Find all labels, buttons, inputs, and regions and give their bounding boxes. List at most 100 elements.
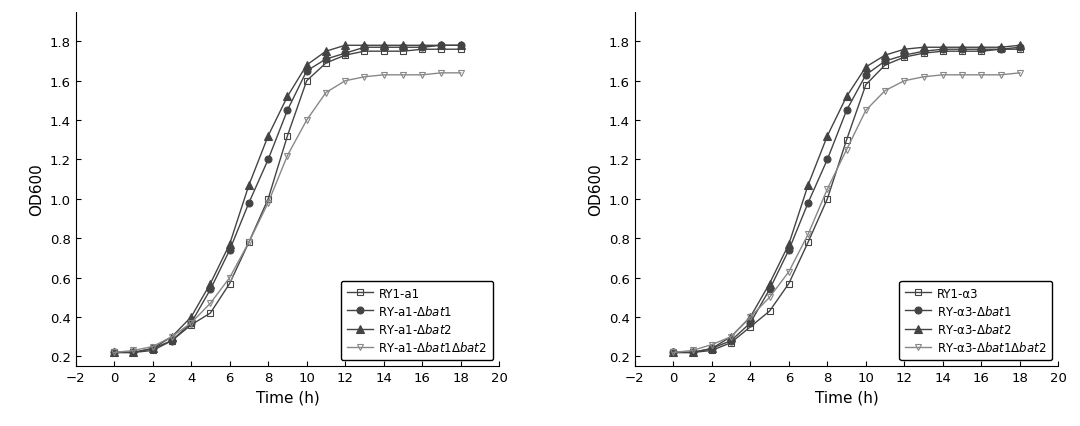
RY1-α3 [840, 138, 853, 143]
RY-α3-Δbat1 [764, 287, 777, 292]
RY-α3-Δbat1 [821, 158, 834, 163]
RY1-α3 [860, 83, 873, 88]
RY-α3-Δbat1 [995, 48, 1008, 53]
RY1-α3 [1013, 48, 1026, 53]
RY-α3-Δbat1Δbat2 [666, 350, 679, 355]
RY-α3-Δbat1Δbat2 [705, 342, 718, 347]
RY-α3-Δbat1 [840, 109, 853, 114]
RY-α3-Δbat1 [956, 48, 969, 53]
RY-a1-Δbat1 [320, 58, 333, 63]
Line: RY1-a1: RY1-a1 [110, 46, 464, 356]
RY-a1-Δbat2 [339, 43, 352, 49]
RY1-α3 [725, 340, 738, 345]
RY1-a1 [396, 49, 409, 55]
RY-α3-Δbat1Δbat2 [956, 73, 969, 78]
RY1-a1 [185, 322, 198, 328]
RY-α3-Δbat1Δbat2 [1013, 71, 1026, 76]
RY-α3-Δbat2 [801, 183, 814, 188]
RY-a1-Δbat1Δbat2 [435, 71, 448, 76]
RY-a1-Δbat2 [242, 183, 255, 188]
RY1-a1 [108, 350, 121, 355]
RY-α3-Δbat1 [975, 48, 988, 53]
Line: RY-a1-Δbat1: RY-a1-Δbat1 [110, 43, 464, 356]
RY-a1-Δbat2 [281, 95, 294, 100]
RY1-a1 [455, 48, 468, 53]
RY-α3-Δbat1 [860, 73, 873, 78]
Y-axis label: OD600: OD600 [29, 163, 44, 216]
RY-α3-Δbat2 [936, 46, 949, 51]
RY1-a1 [320, 61, 333, 66]
RY1-α3 [782, 281, 795, 286]
Line: RY-α3-Δbat1Δbat2: RY-α3-Δbat1Δbat2 [670, 70, 1024, 356]
Line: RY-a1-Δbat1Δbat2: RY-a1-Δbat1Δbat2 [110, 70, 464, 356]
RY-α3-Δbat1Δbat2 [995, 73, 1008, 78]
RY1-a1 [165, 338, 178, 343]
RY-α3-Δbat2 [840, 95, 853, 100]
RY1-a1 [224, 281, 237, 286]
RY-a1-Δbat1Δbat2 [204, 301, 217, 306]
RY-a1-Δbat2 [224, 242, 237, 247]
RY-a1-Δbat2 [126, 350, 139, 355]
RY1-a1 [416, 48, 429, 53]
RY-α3-Δbat1 [725, 338, 738, 343]
RY-a1-Δbat1Δbat2 [185, 321, 198, 326]
RY1-a1 [377, 49, 390, 55]
Line: RY-α3-Δbat2: RY-α3-Δbat2 [670, 42, 1024, 357]
RY-a1-Δbat1 [185, 321, 198, 326]
RY-α3-Δbat1Δbat2 [936, 73, 949, 78]
RY-a1-Δbat1Δbat2 [377, 73, 390, 78]
RY-a1-Δbat2 [165, 334, 178, 340]
RY-a1-Δbat2 [416, 43, 429, 49]
RY-α3-Δbat1 [879, 59, 892, 64]
RY-α3-Δbat1Δbat2 [686, 348, 699, 353]
RY1-α3 [897, 55, 910, 60]
RY-a1-Δbat2 [185, 315, 198, 320]
RY-a1-Δbat2 [108, 350, 121, 355]
RY-a1-Δbat1Δbat2 [126, 348, 139, 353]
X-axis label: Time (h): Time (h) [814, 390, 878, 405]
RY-a1-Δbat1 [224, 248, 237, 253]
RY1-a1 [281, 134, 294, 139]
RY1-α3 [995, 48, 1008, 53]
RY-a1-Δbat1 [204, 287, 217, 292]
RY-a1-Δbat1Δbat2 [108, 350, 121, 355]
RY-a1-Δbat1 [165, 338, 178, 343]
RY-a1-Δbat1Δbat2 [300, 118, 313, 124]
RY-a1-Δbat2 [455, 43, 468, 49]
RY-α3-Δbat1Δbat2 [897, 79, 910, 84]
RY-α3-Δbat1Δbat2 [975, 73, 988, 78]
RY-α3-Δbat2 [995, 46, 1008, 51]
RY-α3-Δbat1 [1013, 46, 1026, 51]
RY1-a1 [357, 49, 370, 55]
RY-α3-Δbat2 [956, 46, 969, 51]
RY-a1-Δbat1 [108, 350, 121, 355]
RY-α3-Δbat1Δbat2 [840, 148, 853, 153]
RY-a1-Δbat1Δbat2 [261, 201, 274, 206]
RY-a1-Δbat1Δbat2 [146, 344, 159, 349]
RY-α3-Δbat2 [764, 281, 777, 286]
RY-a1-Δbat2 [146, 346, 159, 351]
RY-a1-Δbat2 [300, 63, 313, 68]
RY-α3-Δbat2 [782, 242, 795, 247]
Legend: RY1-α3, RY-α3-Δ$\it{bat1}$, RY-α3-Δ$\it{bat2}$, RY-α3-Δ$\it{bat1}$Δ$\it{bat2}$: RY1-α3, RY-α3-Δ$\it{bat1}$, RY-α3-Δ$\it{… [900, 282, 1053, 360]
RY-a1-Δbat1 [377, 46, 390, 51]
RY-a1-Δbat1 [396, 46, 409, 51]
RY-α3-Δbat2 [666, 350, 679, 355]
RY1-a1 [300, 79, 313, 84]
Line: RY-a1-Δbat2: RY-a1-Δbat2 [110, 42, 464, 357]
RY-α3-Δbat1 [801, 201, 814, 206]
RY-a1-Δbat1 [126, 350, 139, 355]
RY-α3-Δbat1 [782, 248, 795, 253]
RY-a1-Δbat1 [242, 201, 255, 206]
RY-α3-Δbat1 [666, 350, 679, 355]
RY-α3-Δbat1Δbat2 [782, 270, 795, 275]
RY-α3-Δbat2 [1013, 43, 1026, 49]
RY-α3-Δbat2 [975, 46, 988, 51]
RY-α3-Δbat1Δbat2 [744, 315, 757, 320]
RY-α3-Δbat1 [744, 321, 757, 326]
RY-a1-Δbat1Δbat2 [455, 71, 468, 76]
RY-a1-Δbat1Δbat2 [224, 275, 237, 280]
RY-α3-Δbat2 [879, 53, 892, 58]
RY-α3-Δbat1 [705, 346, 718, 351]
Legend: RY1-a1, RY-a1-Δ$\it{bat1}$, RY-a1-Δ$\it{bat2}$, RY-a1-Δ$\it{bat1}$Δ$\it{bat2}$: RY1-a1, RY-a1-Δ$\it{bat1}$, RY-a1-Δ$\it{… [340, 282, 494, 360]
